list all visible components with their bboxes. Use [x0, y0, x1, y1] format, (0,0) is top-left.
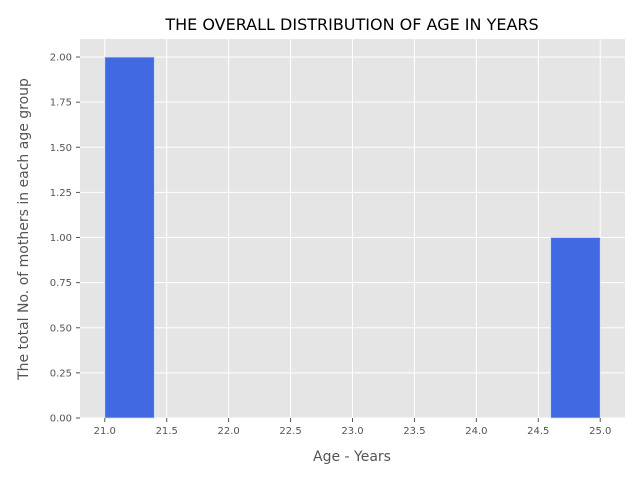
x-tick-label: 24.5 — [527, 426, 549, 437]
x-tick-label: 21.0 — [94, 426, 116, 437]
y-axis-label: The total No. of mothers in each age gro… — [16, 78, 32, 381]
y-tick-label: 1.50 — [50, 143, 72, 154]
x-tick-label: 25.0 — [589, 426, 611, 437]
chart-title: THE OVERALL DISTRIBUTION OF AGE IN YEARS — [164, 15, 538, 34]
histogram-bar — [550, 237, 601, 419]
y-tick-label: 1.75 — [50, 98, 72, 109]
x-tick-label: 23.0 — [341, 426, 363, 437]
x-tick-label: 21.5 — [156, 426, 178, 437]
y-tick-label: 0.25 — [50, 368, 72, 379]
y-tick-label: 1.25 — [50, 188, 72, 199]
y-tick-label: 0.75 — [50, 278, 72, 289]
x-tick-label: 23.5 — [403, 426, 425, 437]
x-tick-label: 22.0 — [218, 426, 240, 437]
y-axis-ticks: 0.00 0.25 0.50 0.75 1.00 1.25 1.50 1.75 2.00 — [50, 53, 80, 425]
y-tick-label: 2.00 — [50, 53, 72, 64]
y-tick-label: 1.00 — [50, 233, 72, 244]
x-axis-ticks: 21.0 21.5 22.0 22.5 23.0 23.5 24.0 24.5 25.0 — [94, 418, 611, 437]
x-axis-label: Age - Years — [313, 449, 391, 465]
bars — [104, 56, 601, 419]
y-tick-label: 0.50 — [50, 323, 72, 334]
histogram-bar — [104, 56, 155, 419]
x-tick-label: 22.5 — [279, 426, 301, 437]
y-tick-label: 0.00 — [50, 414, 72, 425]
x-tick-label: 24.0 — [465, 426, 487, 437]
